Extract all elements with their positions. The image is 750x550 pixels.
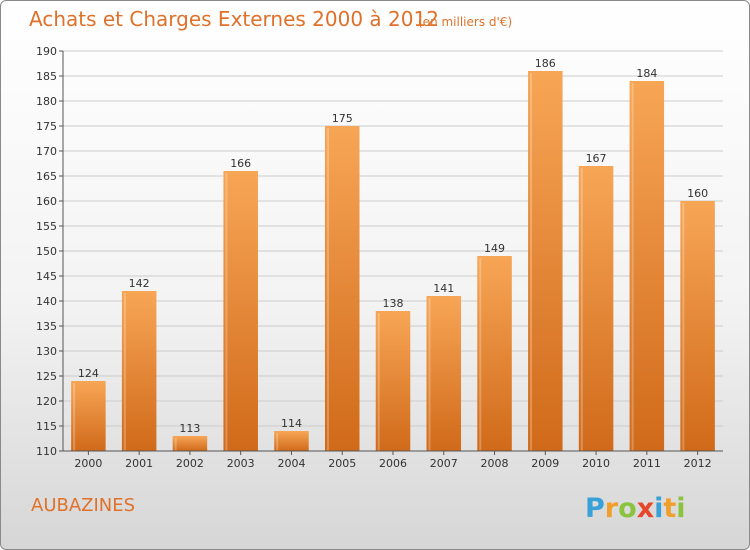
chart-title: Achats et Charges Externes 2000 à 2012 (29, 7, 439, 31)
proxiti-logo: Proxiti (585, 493, 686, 524)
bar (680, 201, 715, 451)
x-tick-label: 2012 (684, 457, 712, 470)
bar (426, 296, 462, 451)
bar (629, 81, 665, 451)
x-tick-label: 2003 (227, 457, 255, 470)
y-tick-label: 170 (36, 145, 57, 158)
y-tick-label: 165 (36, 170, 57, 183)
data-label: 175 (332, 112, 353, 125)
bar (578, 166, 614, 451)
x-tick-label: 2004 (277, 457, 305, 470)
bar (71, 381, 106, 451)
axis-layer: 110 115 120 125 130 135 140 145 150 155 160 165 170 1… (36, 45, 723, 470)
y-tick-label: 110 (36, 445, 57, 458)
data-label: 114 (281, 417, 302, 430)
bar (375, 311, 411, 451)
label-layer: 124 142 113 166 114 175 138 141 149 186 167 184 160 (78, 57, 708, 435)
y-tick-label: 150 (36, 245, 57, 258)
x-tick-label: 2010 (582, 457, 610, 470)
y-tick-label: 175 (36, 120, 57, 133)
y-tick-label: 190 (36, 45, 57, 58)
data-label: 167 (586, 152, 607, 165)
data-label: 141 (433, 282, 454, 295)
data-label: 186 (535, 57, 556, 70)
y-tick-label: 130 (36, 345, 57, 358)
bar (223, 171, 258, 451)
bar (324, 126, 360, 451)
y-tick-label: 120 (36, 395, 57, 408)
y-tick-label: 125 (36, 370, 57, 383)
data-label: 166 (230, 157, 251, 170)
bar (477, 256, 512, 451)
commune-name: AUBAZINES (31, 495, 136, 516)
data-label: 138 (383, 297, 404, 310)
bar (274, 431, 309, 451)
y-tick-label: 115 (36, 420, 57, 433)
y-tick-label: 145 (36, 270, 57, 283)
x-tick-label: 2005 (328, 457, 356, 470)
y-tick-label: 160 (36, 195, 57, 208)
x-tick-label: 2009 (531, 457, 559, 470)
x-tick-label: 2007 (430, 457, 458, 470)
x-tick-label: 2006 (379, 457, 407, 470)
x-tick-label: 2001 (125, 457, 153, 470)
x-tick-label: 2000 (74, 457, 102, 470)
bar (172, 436, 208, 451)
y-tick-label: 185 (36, 70, 57, 83)
svg-text:Proxiti: Proxiti (585, 493, 686, 524)
data-label: 124 (78, 367, 99, 380)
y-tick-label: 180 (36, 95, 57, 108)
data-label: 184 (636, 67, 657, 80)
data-label: 149 (484, 242, 505, 255)
y-tick-label: 135 (36, 320, 57, 333)
y-tick-label: 155 (36, 220, 57, 233)
data-label: 113 (179, 422, 200, 435)
bar (121, 291, 157, 451)
bar-layer (71, 71, 715, 451)
x-tick-label: 2008 (481, 457, 509, 470)
x-tick-label: 2002 (176, 457, 204, 470)
bar (528, 71, 563, 451)
data-label: 142 (129, 277, 150, 290)
chart-subtitle: (en milliers d'€) (418, 15, 513, 29)
y-tick-label: 140 (36, 295, 57, 308)
x-tick-label: 2011 (633, 457, 661, 470)
data-label: 160 (687, 187, 708, 200)
